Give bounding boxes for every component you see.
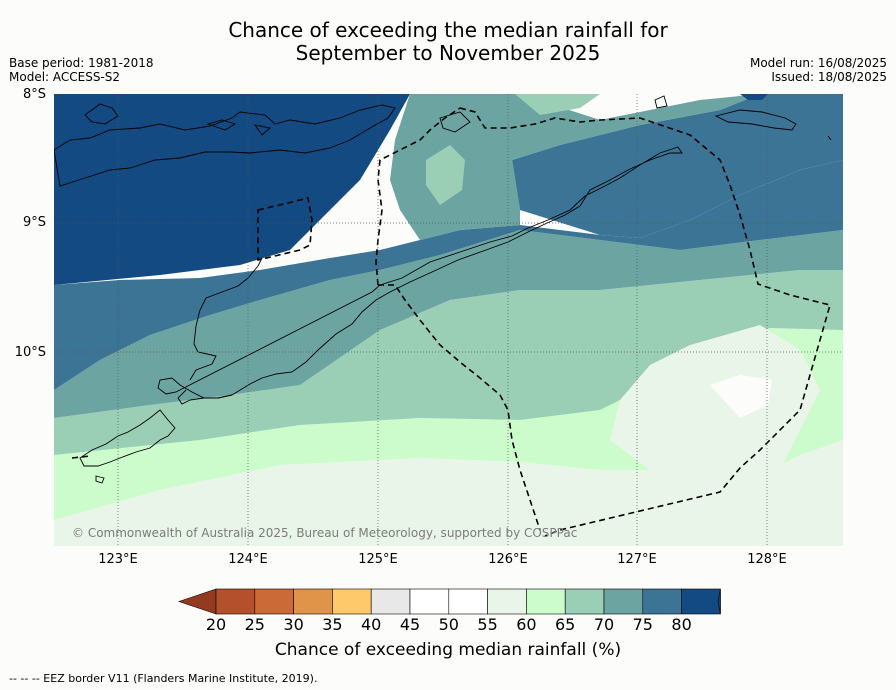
colorbar-tick-label: 60: [516, 615, 537, 634]
colorbar-tick-label: 35: [322, 615, 343, 634]
colorbar-swatch: [409, 588, 450, 615]
colorbar-tick-label: 55: [477, 615, 498, 634]
colorbar-swatch: [448, 588, 488, 615]
grid-lines: [54, 94, 843, 546]
lon-label-127e: 127°E: [617, 552, 657, 567]
band-70-75: [54, 230, 843, 418]
coastlines: [54, 95, 832, 484]
colorbar-tick-label: 30: [283, 615, 304, 634]
eez-border: [71, 107, 831, 537]
lon-label-126e: 126°E: [488, 552, 528, 567]
colorbar-tick-label: 70: [593, 615, 615, 634]
map-title: Chance of exceeding the median rainfall …: [0, 19, 896, 65]
meta-right: Model run: 16/08/2025 Issued: 18/08/2025: [750, 56, 887, 84]
lon-label-128e: 128°E: [747, 552, 787, 567]
colorbar-swatch: [254, 588, 294, 615]
band-55-60: [54, 440, 843, 546]
base-period: Base period: 1981-2018: [9, 56, 154, 70]
colorbar-tick-label: 75: [632, 615, 653, 634]
colorbar-tick-label: 25: [244, 615, 265, 634]
colorbar-tick-label: 50: [438, 615, 459, 634]
colorbar-swatch: [681, 588, 721, 615]
colorbar-swatch: [370, 588, 411, 615]
band-65-70-patch: [426, 145, 465, 205]
model-run: Model run: 16/08/2025: [749, 56, 887, 70]
colorbar-label: Chance of exceeding median rainfall (%): [274, 640, 622, 660]
colorbar-tick-label: 40: [361, 615, 382, 634]
band-above-80: [54, 94, 410, 285]
band-white-patch: [710, 375, 772, 418]
issued-date: Issued: 18/08/2025: [771, 70, 887, 84]
colorbar-tick-label: 20: [205, 615, 227, 634]
colorbar-swatch: [642, 588, 682, 615]
colorbar-swatch: [215, 588, 256, 615]
colorbar-tick-label: 65: [555, 615, 576, 634]
band-70-75-north: [390, 94, 760, 240]
colorbar-extend-low: [178, 588, 217, 615]
lat-label-9s: 9°S: [22, 215, 46, 230]
colorbar-swatch: [526, 588, 566, 615]
colorbar-swatch: [487, 588, 527, 615]
lon-label-125e: 125°E: [358, 552, 398, 567]
band-65-70: [54, 270, 843, 455]
lat-label-8s: 8°S: [22, 87, 46, 102]
copyright-notice: © Commonwealth of Australia 2025, Bureau…: [72, 526, 578, 540]
colorbar-swatch: [603, 588, 644, 615]
title-line-1: Chance of exceeding the median rainfall …: [228, 18, 668, 42]
model-name: Model: ACCESS-S2: [9, 70, 121, 84]
colorbar-swatch: [293, 588, 333, 615]
lon-label-124e: 124°E: [228, 552, 268, 567]
colorbar-tick-label: 45: [399, 615, 421, 634]
band-75-80-northeast: [740, 94, 768, 100]
title-line-2: September to November 2025: [295, 41, 601, 65]
band-65-70-patch-north: [515, 94, 600, 115]
colorbar-tick-label: 80: [671, 615, 692, 634]
lon-label-123e: 123°E: [98, 552, 138, 567]
band-60-65: [54, 328, 843, 520]
eez-footnote: -- -- -- EEZ border V11 (Flanders Marine…: [9, 672, 318, 685]
band-75-80-east: [512, 94, 843, 238]
lat-label-10s: 10°S: [14, 345, 46, 360]
band-55-60-south-patch: [610, 325, 820, 510]
colorbar-swatch: [564, 588, 605, 615]
colorbar-swatch: [332, 588, 372, 615]
meta-left: Base period: 1981-2018 Model: ACCESS-S2: [9, 56, 154, 84]
colorbar-extend-high: [717, 588, 721, 615]
